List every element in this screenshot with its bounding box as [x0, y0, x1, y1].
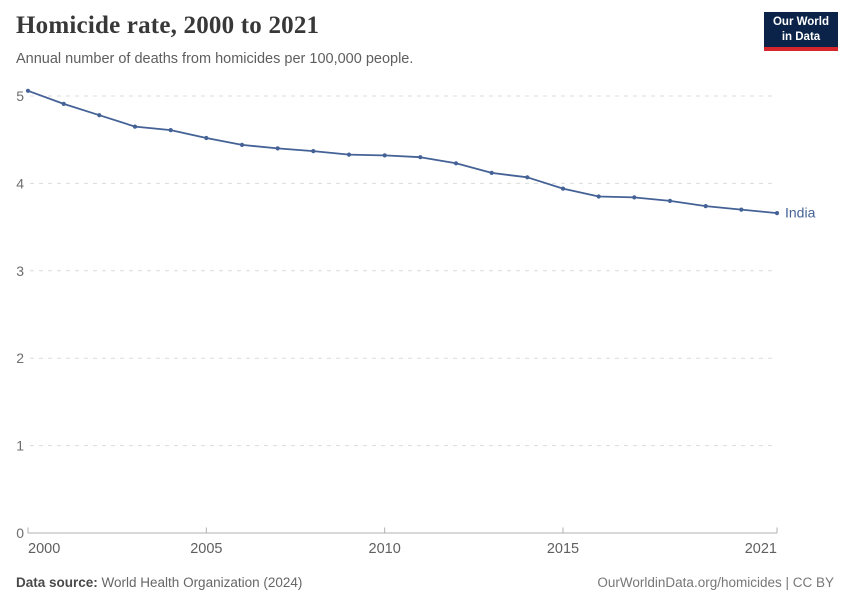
data-point-2020 [739, 207, 744, 212]
y-axis-label-3: 3 [16, 263, 24, 279]
data-point-2003 [132, 124, 138, 129]
data-point-2008 [311, 149, 316, 154]
data-point-2013 [489, 170, 494, 175]
y-axis-label-4: 4 [16, 175, 24, 191]
data-point-2018 [667, 198, 673, 203]
data-point-2017 [632, 195, 637, 200]
series-line-india[interactable] [27, 89, 778, 215]
series-label-india[interactable]: India [785, 205, 816, 221]
data-point-2007 [275, 146, 280, 151]
data-point-2002 [97, 113, 102, 118]
data-point-2009 [346, 152, 352, 157]
x-axis-label-2000: 2000 [28, 541, 60, 557]
data-point-2012 [453, 161, 459, 166]
data-point-2005 [204, 135, 209, 141]
page-title: Homicide rate, 2000 to 2021 [16, 12, 320, 39]
data-point-2011 [418, 155, 423, 160]
data-point-2004 [168, 128, 173, 133]
data-source-value: World Health Organization (2024) [97, 575, 303, 590]
x-axis-label-2010: 2010 [369, 541, 401, 557]
x-axis-label-2015: 2015 [547, 541, 579, 557]
owid-logo[interactable]: Our World in Data [764, 12, 838, 51]
owid-logo-line2: in Data [781, 30, 821, 43]
chart-footer: Data source: World Health Organization (… [0, 575, 850, 590]
credit-link[interactable]: OurWorldinData.org/homicides | CC BY [597, 575, 834, 590]
owid-logo-line1: Our World [772, 15, 829, 28]
y-axis-label-2: 2 [16, 350, 24, 366]
y-axis-label-1: 1 [16, 438, 24, 454]
chart-subtitle: Annual number of deaths from homicides p… [16, 51, 414, 67]
data-source-text: Data source: World Health Organization (… [16, 575, 302, 590]
x-axis-label-2021: 2021 [745, 541, 777, 557]
data-point-2010 [382, 153, 387, 158]
data-point-2019 [703, 204, 708, 209]
y-axis-label-0: 0 [16, 525, 24, 541]
data-point-2015 [560, 186, 566, 191]
data-point-2001 [61, 101, 66, 106]
data-point-2006 [239, 142, 245, 147]
data-point-2014 [525, 175, 530, 180]
data-source-label: Data source: [16, 575, 98, 590]
data-point-2000 [25, 88, 31, 93]
y-axis-label-5: 5 [16, 88, 24, 104]
x-axis-label-2005: 2005 [190, 541, 222, 557]
data-point-2016 [596, 194, 601, 199]
data-point-2021 [774, 211, 780, 216]
